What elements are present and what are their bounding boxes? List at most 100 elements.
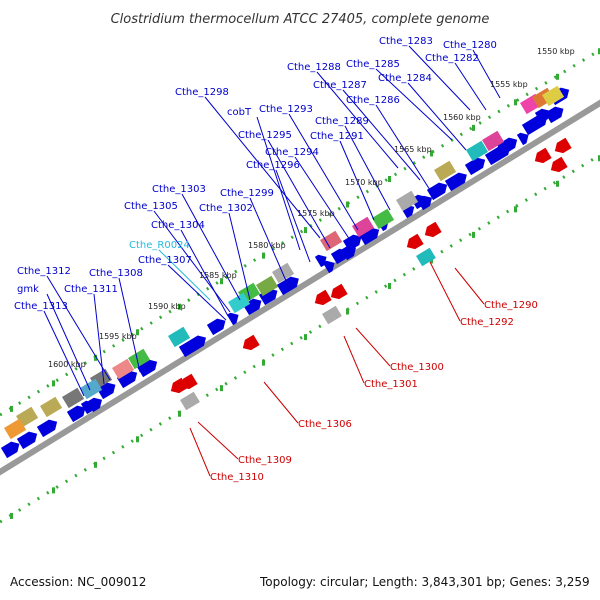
forward-gene-arrow[interactable]	[16, 429, 40, 450]
gene-label[interactable]: Cthe_1290	[484, 300, 538, 311]
forward-gene-arrow[interactable]	[80, 398, 97, 415]
gene-product-box	[4, 418, 27, 440]
label-leader-line	[43, 310, 85, 397]
forward-gene-arrow[interactable]	[178, 332, 209, 358]
gene-label[interactable]: cobT	[227, 107, 252, 118]
gene-label[interactable]: Cthe_1302	[199, 203, 253, 214]
reverse-scale-tick	[10, 512, 13, 519]
label-leader-line	[294, 156, 351, 241]
gene-label[interactable]: Cthe_1306	[298, 419, 352, 430]
reverse-scale-tick	[598, 155, 600, 162]
forward-gene-arrow[interactable]	[66, 403, 89, 423]
label-leader-line	[407, 82, 467, 151]
label-leader-line	[263, 381, 299, 424]
gene-label[interactable]: Cthe_1298	[175, 87, 229, 98]
forward-gene-arrow[interactable]	[416, 193, 435, 211]
label-leader-line	[256, 116, 301, 251]
gene-label[interactable]: Cthe_1313	[14, 301, 68, 312]
gene-label[interactable]: Cthe_1293	[259, 104, 313, 115]
reverse-gene-arrow[interactable]	[532, 147, 552, 167]
gene-label[interactable]: Cthe_1305	[124, 201, 178, 212]
forward-gene-arrow[interactable]	[322, 258, 338, 274]
label-leader-line	[342, 89, 421, 181]
gene-label[interactable]: Cthe_1296	[246, 160, 300, 171]
scale-label: 1600 kbp	[48, 360, 86, 369]
gene-label[interactable]: Cthe_1282	[425, 53, 479, 64]
scale-label: 1575 kbp	[297, 209, 335, 218]
forward-gene-arrow[interactable]	[464, 155, 488, 176]
forward-gene-arrow[interactable]	[340, 243, 359, 261]
gene-label[interactable]: Cthe_R0024	[129, 240, 190, 251]
reverse-scale-tick	[388, 282, 391, 289]
reverse-scale-tick	[52, 487, 55, 494]
scale-label: 1570 kbp	[345, 178, 383, 187]
gene-label[interactable]: Cthe_1304	[151, 220, 205, 231]
forward-scale-tick	[178, 303, 181, 310]
reverse-gene-arrow[interactable]	[240, 334, 260, 354]
gene-label[interactable]: Cthe_1300	[390, 362, 444, 373]
gene-label[interactable]: Cthe_1301	[364, 379, 418, 390]
forward-gene-arrow[interactable]	[534, 106, 553, 124]
gene-label[interactable]: Cthe_1286	[346, 95, 400, 106]
gene-label[interactable]: Cthe_1295	[238, 130, 292, 141]
reverse-gene-arrow[interactable]	[552, 137, 572, 157]
label-leader-line	[118, 277, 141, 373]
genome-backbone	[0, 99, 600, 476]
label-leader-line	[153, 210, 231, 313]
forward-gene-arrow[interactable]	[0, 439, 23, 459]
gene-product-box	[372, 208, 395, 230]
label-leader-line	[197, 421, 239, 460]
label-leader-line	[429, 261, 461, 322]
gene-label[interactable]: Cthe_1294	[265, 147, 319, 158]
gene-label[interactable]: Cthe_1311	[64, 284, 118, 295]
forward-scale-tick	[304, 227, 307, 234]
reverse-scale-tick	[94, 461, 97, 468]
forward-gene-arrow[interactable]	[96, 380, 119, 400]
gene-label[interactable]: Cthe_1309	[238, 455, 292, 466]
forward-scale-tick	[556, 73, 559, 80]
gene-product-box	[180, 391, 200, 411]
reverse-gene-arrow[interactable]	[404, 233, 424, 253]
gene-label[interactable]: Cthe_1307	[138, 255, 192, 266]
gene-label[interactable]: Cthe_1288	[287, 62, 341, 73]
gene-label[interactable]: Cthe_1299	[220, 188, 274, 199]
gene-label[interactable]: Cthe_1280	[443, 40, 497, 51]
forward-gene-arrow[interactable]	[36, 417, 60, 438]
gene-label[interactable]: Cthe_1308	[89, 268, 143, 279]
gene-label[interactable]: gmk	[17, 284, 39, 295]
label-leader-line	[189, 427, 211, 477]
label-leader-line	[316, 71, 399, 169]
reverse-gene-arrow[interactable]	[178, 373, 198, 393]
forward-gene-arrow[interactable]	[226, 310, 242, 326]
forward-gene-arrow[interactable]	[426, 180, 450, 201]
gene-label[interactable]: Cthe_1312	[17, 266, 71, 277]
gene-label[interactable]: Cthe_1292	[460, 317, 514, 328]
gene-label[interactable]: Cthe_1285	[346, 59, 400, 70]
forward-gene-arrow[interactable]	[516, 130, 532, 146]
gene-label[interactable]: Cthe_1291	[310, 131, 364, 142]
reverse-gene-arrow[interactable]	[422, 221, 442, 241]
gene-product-box	[322, 305, 342, 325]
gene-label[interactable]: Cthe_1287	[313, 80, 367, 91]
forward-gene-arrow[interactable]	[206, 316, 229, 336]
forward-gene-arrow[interactable]	[86, 395, 105, 413]
reverse-gene-arrow[interactable]	[328, 283, 348, 303]
gene-label[interactable]: Cthe_1310	[210, 472, 264, 483]
gene-label[interactable]: Cthe_1303	[152, 184, 206, 195]
label-leader-line	[249, 197, 291, 291]
gene-product-box	[16, 406, 39, 428]
gene-product-box	[62, 387, 85, 409]
reverse-gene-arrow[interactable]	[548, 156, 568, 176]
map-title: Clostridium thermocellum ATCC 27405, com…	[111, 12, 490, 27]
forward-gene-arrow[interactable]	[444, 170, 470, 192]
gene-label[interactable]: Cthe_1284	[378, 73, 432, 84]
reverse-gene-arrow[interactable]	[312, 289, 332, 309]
forward-gene-arrow[interactable]	[314, 252, 330, 268]
gene-label[interactable]: Cthe_1289	[315, 116, 369, 127]
label-leader-line	[355, 327, 391, 367]
scale-label: 1550 kbp	[537, 47, 575, 56]
label-leader-line	[408, 45, 471, 111]
gene-label[interactable]: Cthe_1283	[379, 36, 433, 47]
label-leader-line	[344, 125, 391, 211]
scale-label: 1585 kbp	[199, 271, 237, 280]
